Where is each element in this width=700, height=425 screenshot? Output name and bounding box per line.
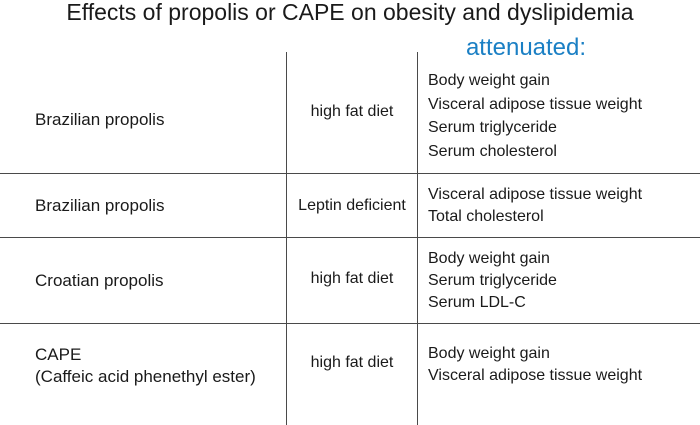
column-divider-left [286, 52, 287, 425]
row-divider-2 [0, 237, 700, 238]
effect-item: Serum triglyceride [428, 271, 557, 289]
effects-column-header: attenuated: [465, 34, 587, 61]
table-row: Croatian propolis high fat diet Body wei… [0, 238, 700, 323]
model-label: high fat diet [310, 270, 394, 287]
effect-item: Serum triglyceride [428, 119, 557, 136]
agent-name: Brazilian propolis [35, 195, 165, 215]
agent-cell: CAPE (Caffeic acid phenethyl ester) [35, 324, 285, 425]
table-row: Brazilian propolis Leptin deficient Visc… [0, 174, 700, 237]
model-label: Leptin deficient [298, 196, 406, 214]
model-label: high fat diet [310, 354, 394, 371]
diagram-title: Effects of propolis or CAPE on obesity a… [66, 0, 634, 25]
effects-cell: Visceral adipose tissue weight Total cho… [428, 174, 698, 237]
effect-item: Visceral adipose tissue weight [428, 95, 643, 113]
table-row: Brazilian propolis high fat diet Body we… [0, 66, 700, 173]
agent-name: CAPE [35, 345, 82, 364]
row-divider-3 [0, 323, 700, 324]
effect-item: Body weight gain [428, 345, 550, 362]
agent-full-name: (Caffeic acid phenethyl ester) [35, 367, 256, 386]
effect-item: Body weight gain [428, 72, 550, 89]
model-cell: high fat diet [287, 324, 417, 425]
effects-cell: Body weight gain Visceral adipose tissue… [428, 66, 698, 173]
agent-cell: Brazilian propolis [35, 174, 285, 237]
model-cell: high fat diet [287, 238, 417, 323]
model-cell: high fat diet [287, 66, 417, 173]
agent-name: Brazilian propolis [35, 109, 165, 129]
effect-item: Total cholesterol [428, 207, 544, 225]
table-row: CAPE (Caffeic acid phenethyl ester) high… [0, 324, 700, 425]
effect-item: Serum LDL-C [428, 293, 526, 311]
column-divider-right [417, 52, 418, 425]
effect-item: Body weight gain [428, 249, 550, 267]
agent-name: Croatian propolis [35, 270, 164, 290]
effect-item: Visceral adipose tissue weight [428, 185, 643, 203]
row-divider-1 [0, 173, 700, 174]
effect-item: Serum cholesterol [428, 142, 557, 160]
effects-cell: Body weight gain Serum triglyceride Seru… [428, 238, 698, 323]
model-cell: Leptin deficient [287, 174, 417, 237]
agent-cell: Croatian propolis [35, 238, 285, 323]
agent-cell: Brazilian propolis [35, 66, 285, 173]
model-label: high fat diet [310, 103, 394, 120]
effect-item: Visceral adipose tissue weight [428, 367, 643, 384]
effects-cell: Body weight gain Visceral adipose tissue… [428, 324, 698, 425]
